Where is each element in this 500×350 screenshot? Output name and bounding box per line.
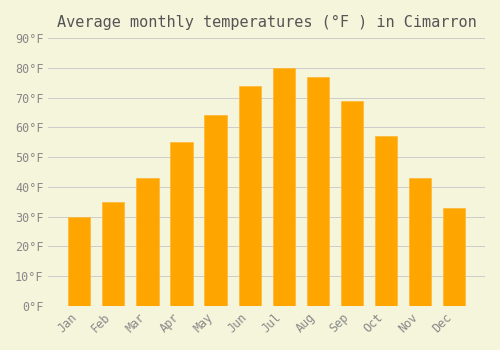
Bar bbox=[68, 217, 90, 306]
Bar bbox=[409, 178, 431, 306]
Bar bbox=[443, 208, 465, 306]
Bar bbox=[204, 116, 227, 306]
Bar bbox=[306, 77, 329, 306]
Bar bbox=[341, 100, 363, 306]
Bar bbox=[102, 202, 124, 306]
Bar bbox=[272, 68, 295, 306]
Bar bbox=[170, 142, 192, 306]
Bar bbox=[375, 136, 397, 306]
Bar bbox=[136, 178, 158, 306]
Bar bbox=[238, 86, 260, 306]
Title: Average monthly temperatures (°F ) in Cimarron: Average monthly temperatures (°F ) in Ci… bbox=[57, 15, 476, 30]
